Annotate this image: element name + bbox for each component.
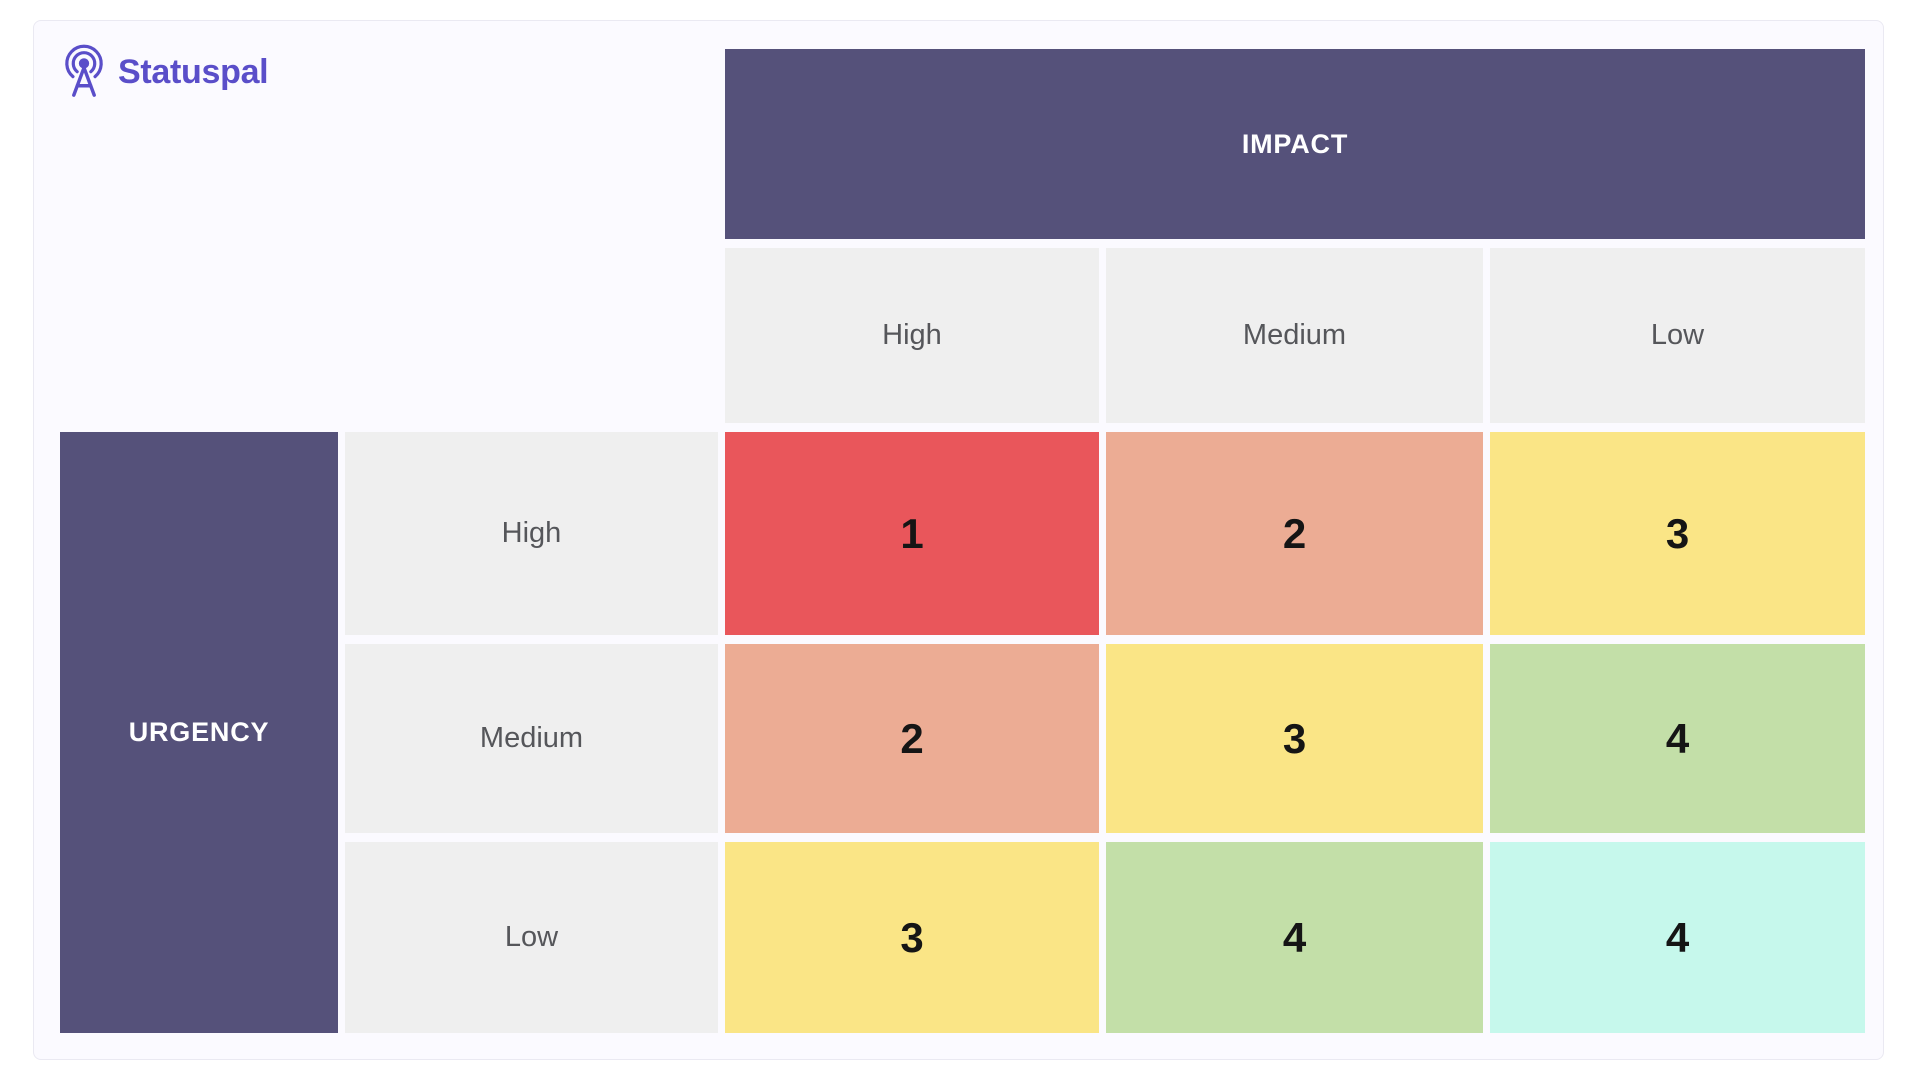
priority-matrix-card: Statuspal IMPACT High Medium Low URGENCY… (33, 20, 1884, 1060)
urgency-level-low: Low (345, 842, 718, 1033)
priority-cell-medium-medium: 3 (1106, 644, 1483, 833)
priority-cell-high-medium: 2 (1106, 432, 1483, 635)
statuspal-wordmark: Statuspal (118, 52, 269, 91)
impact-axis-header: IMPACT (725, 49, 1865, 239)
urgency-level-high: High (345, 432, 718, 635)
priority-matrix: IMPACT High Medium Low URGENCY High Medi… (60, 49, 1865, 1033)
impact-level-high: High (725, 248, 1099, 423)
priority-cell-low-low: 4 (1490, 842, 1865, 1033)
impact-level-low: Low (1490, 248, 1865, 423)
statuspal-logo[interactable]: Statuspal (56, 43, 269, 101)
priority-cell-high-high: 1 (725, 432, 1099, 635)
priority-cell-medium-high: 2 (725, 644, 1099, 833)
priority-cell-low-high: 3 (725, 842, 1099, 1033)
priority-cell-low-medium: 4 (1106, 842, 1483, 1033)
impact-level-medium: Medium (1106, 248, 1483, 423)
urgency-axis-header: URGENCY (60, 432, 338, 1033)
priority-cell-medium-low: 4 (1490, 644, 1865, 833)
urgency-level-medium: Medium (345, 644, 718, 833)
antenna-icon (56, 43, 112, 101)
priority-cell-high-low: 3 (1490, 432, 1865, 635)
